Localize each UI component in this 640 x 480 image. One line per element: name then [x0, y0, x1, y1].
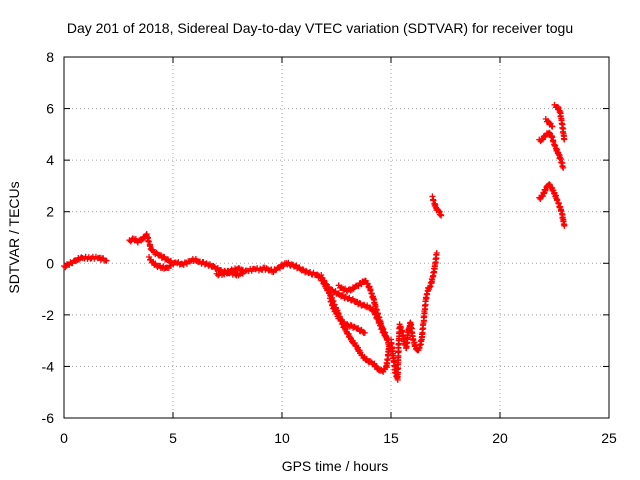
y-tick-label: 6: [46, 101, 54, 117]
y-tick-label: 4: [46, 152, 54, 168]
data-point: [146, 239, 152, 245]
chart-title: Day 201 of 2018, Sidereal Day-to-day VTE…: [67, 20, 573, 36]
y-tick-label: 8: [46, 49, 54, 65]
data-point: [561, 137, 567, 143]
y-tick-label: 0: [46, 255, 54, 271]
x-tick-label: 20: [492, 430, 508, 446]
x-tick-label: 15: [383, 430, 399, 446]
x-axis-label: GPS time / hours: [282, 458, 389, 474]
y-tick-label: 2: [46, 204, 54, 220]
x-tick-label: 5: [169, 430, 177, 446]
data-point: [429, 193, 435, 199]
y-tick-label: -4: [42, 358, 55, 374]
data-layer: [61, 102, 567, 383]
x-tick-label: 0: [60, 430, 68, 446]
chart: Day 201 of 2018, Sidereal Day-to-day VTE…: [0, 0, 640, 480]
y-tick-label: -6: [42, 410, 55, 426]
x-tick-label: 25: [601, 430, 617, 446]
y-tick-label: -2: [42, 307, 55, 323]
axes: 0 5 10 15 20 25 -6 -4 -2 0 2 4 6 8: [42, 49, 617, 446]
y-axis-label: SDTVAR / TECUs: [6, 181, 22, 293]
x-tick-label: 10: [274, 430, 290, 446]
